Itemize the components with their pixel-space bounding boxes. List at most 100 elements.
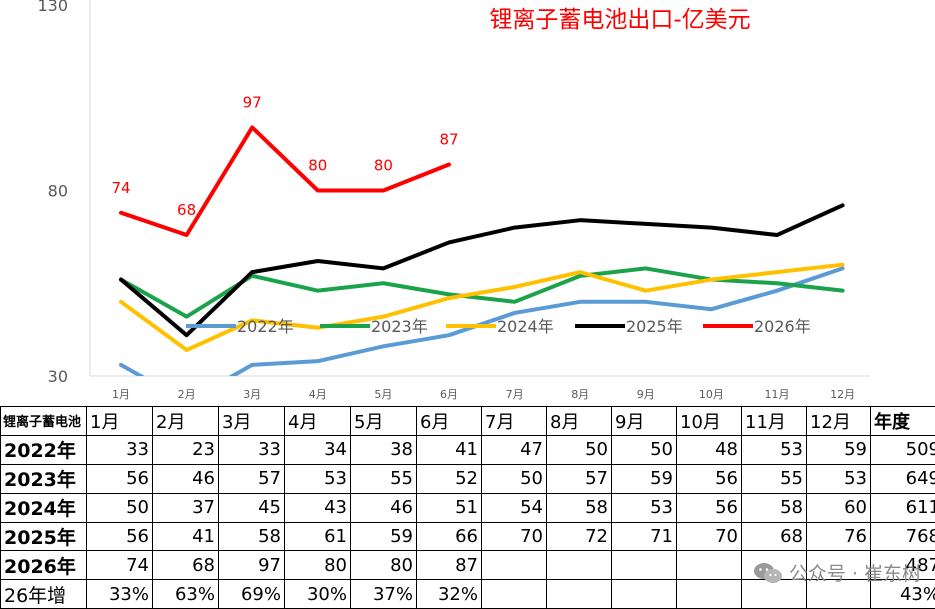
table-cell: 59 bbox=[351, 522, 417, 551]
series-line-2025年 bbox=[121, 205, 843, 335]
table-cell: 52 bbox=[417, 464, 482, 493]
table-cell: 66 bbox=[417, 522, 482, 551]
table-cell: 53 bbox=[612, 493, 677, 522]
table-cell bbox=[482, 580, 547, 609]
table-cell: 57 bbox=[219, 464, 285, 493]
table-cell-total: 611 bbox=[871, 493, 935, 522]
table-cell: 72 bbox=[547, 522, 612, 551]
table-cell: 74 bbox=[87, 551, 153, 580]
column-header: 12月 bbox=[807, 407, 871, 436]
table-cell bbox=[612, 551, 677, 580]
table-cell: 37% bbox=[351, 580, 417, 609]
table-cell: 55 bbox=[742, 464, 807, 493]
x-tick-label: 5月 bbox=[374, 388, 392, 401]
table-cell-total: 768 bbox=[871, 522, 935, 551]
legend-label: 2025年 bbox=[626, 317, 683, 336]
table-cell: 53 bbox=[742, 435, 807, 464]
table-cell bbox=[482, 551, 547, 580]
table-cell: 60 bbox=[807, 493, 871, 522]
table-cell: 68 bbox=[153, 551, 219, 580]
x-tick-label: 10月 bbox=[699, 388, 724, 401]
table-row: 2024年503745434651545853565860611 bbox=[1, 493, 935, 522]
column-header: 2月 bbox=[153, 407, 219, 436]
table-cell: 45 bbox=[219, 493, 285, 522]
table-cell: 97 bbox=[219, 551, 285, 580]
legend-label: 2023年 bbox=[371, 317, 428, 336]
x-tick-label: 2月 bbox=[178, 388, 196, 401]
table-cell: 53 bbox=[285, 464, 351, 493]
x-tick-label: 1月 bbox=[112, 388, 130, 401]
table-cell bbox=[547, 580, 612, 609]
watermark: 公众号 · 崔东树 bbox=[753, 559, 921, 586]
column-header: 10月 bbox=[677, 407, 742, 436]
x-tick-label: 7月 bbox=[506, 388, 524, 401]
table-cell: 59 bbox=[612, 464, 677, 493]
table-corner-label: 锂离子蓄电池 bbox=[1, 407, 87, 436]
series-line-2026年 bbox=[121, 127, 449, 235]
table-cell: 48 bbox=[677, 435, 742, 464]
data-label: 80 bbox=[308, 157, 327, 175]
table-cell-total: 509 bbox=[871, 435, 935, 464]
table-cell: 57 bbox=[547, 464, 612, 493]
y-tick-label: 30 bbox=[48, 367, 68, 386]
table-cell: 80 bbox=[351, 551, 417, 580]
table-cell: 32% bbox=[417, 580, 482, 609]
row-label: 2024年 bbox=[1, 493, 87, 522]
table-cell bbox=[547, 551, 612, 580]
row-label: 2025年 bbox=[1, 522, 87, 551]
column-header: 6月 bbox=[417, 407, 482, 436]
table-cell: 33 bbox=[87, 435, 153, 464]
table-cell: 30% bbox=[285, 580, 351, 609]
x-tick-label: 4月 bbox=[309, 388, 327, 401]
table-cell: 63% bbox=[153, 580, 219, 609]
table-cell: 70 bbox=[482, 522, 547, 551]
table-cell: 33% bbox=[87, 580, 153, 609]
table-cell: 50 bbox=[547, 435, 612, 464]
row-label: 2026年 bbox=[1, 551, 87, 580]
series-line-2024年 bbox=[121, 265, 843, 350]
table-cell: 61 bbox=[285, 522, 351, 551]
x-tick-label: 12月 bbox=[830, 388, 855, 401]
y-tick-label: 80 bbox=[48, 182, 68, 201]
column-header-year: 年度 bbox=[871, 407, 935, 436]
table-cell-total: 649 bbox=[871, 464, 935, 493]
table-row: 2025年564158615966707271706876768 bbox=[1, 522, 935, 551]
column-header: 9月 bbox=[612, 407, 677, 436]
table-cell: 69% bbox=[219, 580, 285, 609]
chart-title: 锂离子蓄电池出口-亿美元 bbox=[489, 7, 750, 33]
table-cell: 70 bbox=[677, 522, 742, 551]
table-row: 2022年332333343841475050485359509 bbox=[1, 435, 935, 464]
x-tick-label: 9月 bbox=[637, 388, 655, 401]
legend-label: 2026年 bbox=[754, 317, 811, 336]
legend-label: 2024年 bbox=[497, 317, 554, 336]
table-cell: 58 bbox=[547, 493, 612, 522]
table-cell: 50 bbox=[87, 493, 153, 522]
table-cell: 54 bbox=[482, 493, 547, 522]
table-cell: 46 bbox=[351, 493, 417, 522]
table-cell: 68 bbox=[742, 522, 807, 551]
x-tick-label: 3月 bbox=[243, 388, 261, 401]
column-header: 5月 bbox=[351, 407, 417, 436]
x-tick-label: 8月 bbox=[571, 388, 589, 401]
column-header: 8月 bbox=[547, 407, 612, 436]
wechat-icon bbox=[753, 562, 783, 584]
row-label: 2022年 bbox=[1, 435, 87, 464]
table-cell: 37 bbox=[153, 493, 219, 522]
legend-label: 2022年 bbox=[237, 317, 294, 336]
watermark-text: 公众号 · 崔东树 bbox=[789, 559, 921, 586]
table-cell: 71 bbox=[612, 522, 677, 551]
column-header: 11月 bbox=[742, 407, 807, 436]
table-cell: 53 bbox=[807, 464, 871, 493]
table-cell: 34 bbox=[285, 435, 351, 464]
table-cell: 59 bbox=[807, 435, 871, 464]
table-cell bbox=[677, 580, 742, 609]
table-row: 2023年564657535552505759565553649 bbox=[1, 464, 935, 493]
table-cell: 56 bbox=[677, 464, 742, 493]
column-header: 7月 bbox=[482, 407, 547, 436]
table-cell: 38 bbox=[351, 435, 417, 464]
x-tick-label: 6月 bbox=[440, 388, 458, 401]
table-cell: 33 bbox=[219, 435, 285, 464]
table-cell: 43 bbox=[285, 493, 351, 522]
x-tick-label: 11月 bbox=[765, 388, 790, 401]
